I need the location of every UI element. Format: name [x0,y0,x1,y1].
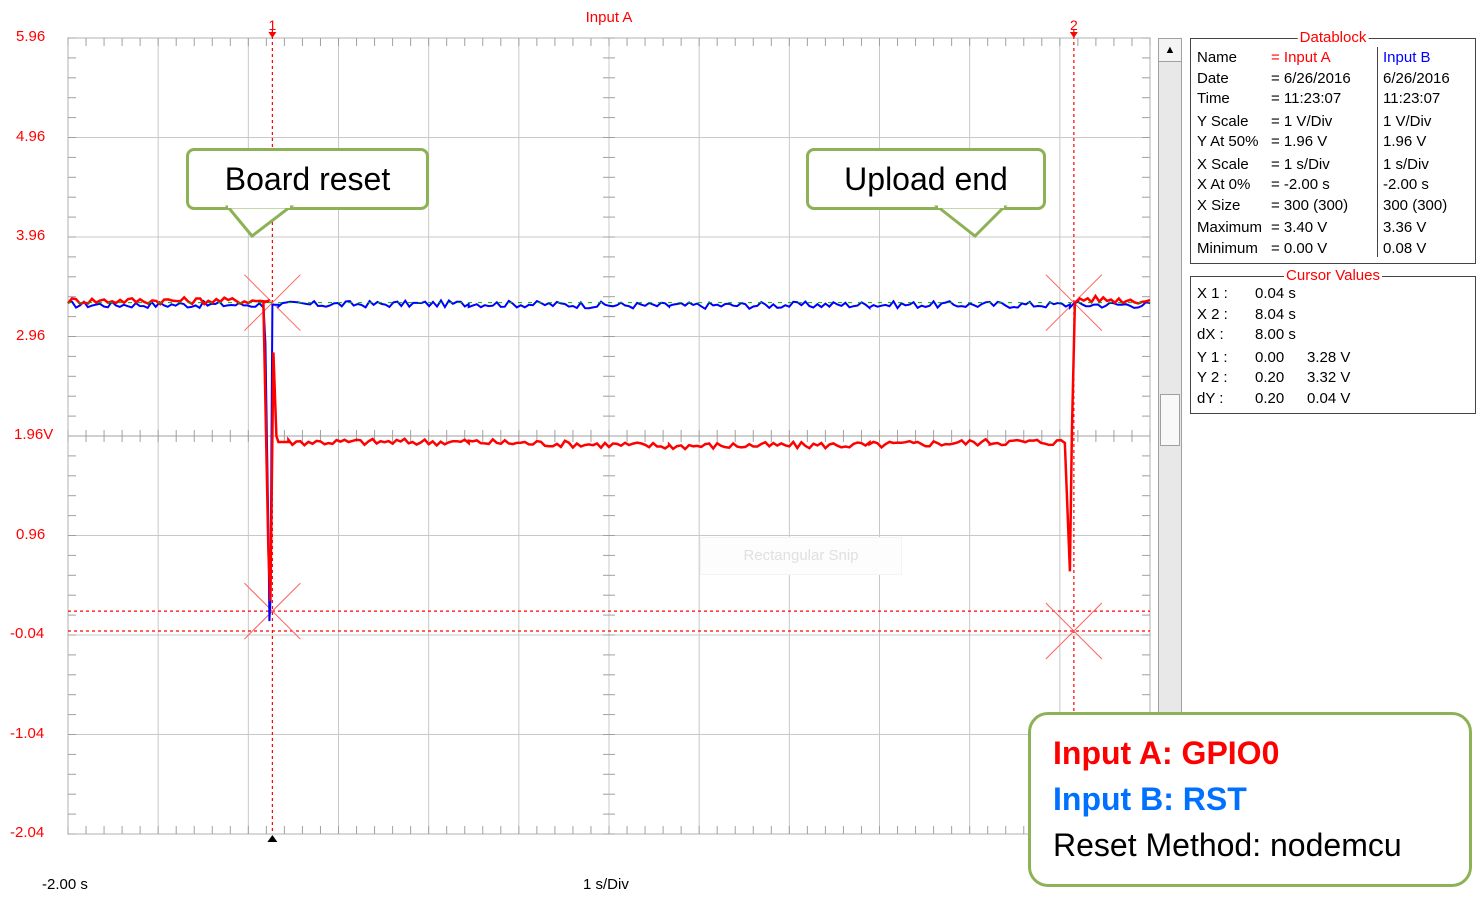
datablock-label: X Size [1197,196,1241,214]
datablock-value-a: = 3.40 V [1271,219,1328,236]
y-tick-label: 0.96 [16,525,46,543]
x-start-label: -2.00 s [42,876,88,893]
cursor-marker-icon [1069,32,1078,38]
legend-reset-method: Reset Method: nodemcu [1053,827,1402,863]
scroll-thumb[interactable] [1160,394,1180,446]
datablock-value-b: 6/26/2016 [1383,69,1450,87]
datablock-value-a: = -2.00 s [1271,176,1330,193]
datablock-label: Name [1197,49,1238,66]
datablock-title: Datablock [1297,29,1369,46]
cursor-label: dY : [1197,389,1224,407]
trigger-marker-icon [267,835,278,842]
cursor-value-2: 3.32 V [1307,369,1351,386]
cursor-value-1: 8.00 s [1255,326,1296,343]
datablock-value-a: = 0.00 V [1271,239,1328,257]
y-tick-label: -2.04 [10,824,45,841]
legend-input-a: Input A: GPIO0 [1053,735,1280,771]
x-scale-label: 1 s/Div [583,876,629,893]
cursor-value-1: 8.04 s [1255,305,1296,323]
datablock-label: Y Scale [1197,112,1249,130]
cursor-cross [244,274,301,332]
datablock-value-b: 11:23:07 [1383,90,1441,107]
datablock-value-b: 0.08 V [1383,239,1427,257]
datablock-value-a: = 1 V/Div [1271,112,1333,130]
y-tick-label: 2.96 [16,326,46,344]
cursor-cross [244,582,301,640]
cursor-label: X 2 : [1197,305,1228,323]
datablock-label: X Scale [1197,155,1249,173]
datablock-value-a: = 1.96 V [1271,133,1328,150]
datablock-value-b: -2.00 s [1383,176,1429,193]
board-reset-callout: Board reset [186,148,429,210]
cursor-label: 1 [268,17,276,33]
cursor-marker-icon [268,32,277,38]
cursor-cross [1045,602,1103,660]
y-tick-label: 4.96 [16,127,46,145]
datablock-value-a: = 1 s/Div [1271,155,1330,173]
datablock-panel: Datablock Name = Input A Input B Date = 6/26… [1190,29,1476,264]
rectangular-snip-overlay: Rectangular Snip [700,537,902,575]
datablock-value-b: 300 (300) [1383,196,1448,214]
datablock-label: Maximum [1197,219,1263,236]
chart-title: Input A [586,9,633,26]
y-tick-label: 1.96V [14,426,54,443]
series-line [67,293,1151,602]
datablock-separator [1377,47,1378,257]
vertical-scrollbar[interactable]: ▲ [1158,38,1182,798]
scroll-up-arrow-icon[interactable]: ▲ [1159,39,1181,62]
datablock-value-b: 1.96 V [1383,133,1427,150]
cursor-label: Y 1 : [1197,348,1228,366]
cursor-value-1: 0.20 [1255,369,1285,386]
y-tick-label: -0.04 [10,625,45,642]
datablock-label: Y At 50% [1197,133,1259,150]
y-tick-label: -1.04 [10,724,45,742]
datablock-value-a: = 6/26/2016 [1271,69,1351,87]
cursor-value-2: 3.28 V [1307,348,1351,366]
datablock-value-a: = 300 (300) [1271,196,1349,214]
cursor-value-1: 0.00 [1255,348,1285,366]
cursor-value-2: 0.04 V [1307,389,1351,407]
board-reset-pointer [224,205,295,239]
datablock-value-b: 1 V/Div [1383,112,1432,130]
upload-end-pointer [933,205,1008,239]
cursor-label: X 1 : [1197,285,1228,302]
datablock-label: Minimum [1197,239,1258,257]
y-tick-label: 3.96 [16,227,46,244]
cursor-values-panel: Cursor Values X 1 : 0.04 s X 2 : 8.04 s dX :… [1190,267,1476,414]
upload-end-callout: Upload end [806,148,1046,210]
cursor-label: dX : [1197,326,1224,343]
cursor-label: Y 2 : [1197,369,1228,386]
cursor-label: 2 [1070,17,1078,33]
datablock-label: Time [1197,90,1230,107]
legend-input-b: Input B: RST [1053,781,1247,817]
cursor-value-1: 0.20 [1255,389,1285,407]
y-tick-label: 5.96 [16,28,46,45]
datablock-label: X At 0% [1197,176,1251,193]
legend-box: Input A: GPIO0 Input B: RST Reset Method… [1028,712,1472,887]
datablock-value-b: 3.36 V [1383,219,1427,236]
cursor-values-title: Cursor Values [1284,267,1382,284]
signal-traces [67,293,1151,622]
datablock-value-a: = 11:23:07 [1271,90,1342,107]
datablock-label: Date [1197,69,1229,87]
datablock-value-a: = Input A [1271,49,1331,66]
series-line [67,298,1151,622]
datablock-value-b: Input B [1383,49,1431,66]
cursor-value-1: 0.04 s [1255,285,1296,302]
datablock-value-b: 1 s/Div [1383,155,1429,173]
